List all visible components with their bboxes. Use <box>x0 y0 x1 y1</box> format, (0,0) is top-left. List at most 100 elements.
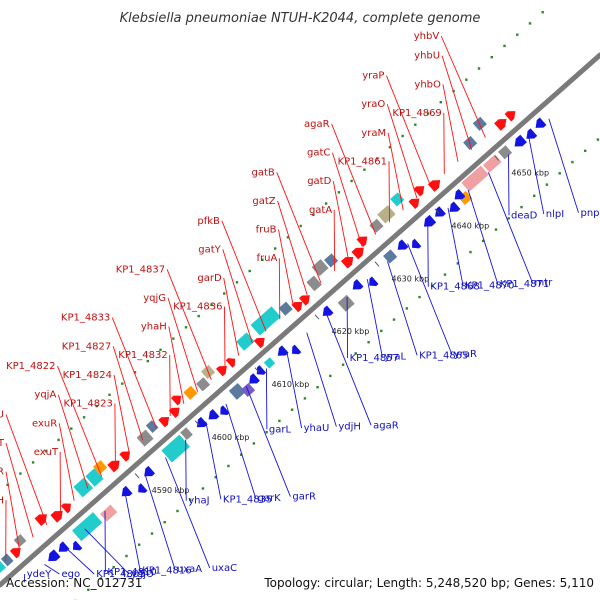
gc-dot <box>443 273 447 276</box>
gc-dot <box>316 386 319 389</box>
forward-gene-label: yhbU <box>414 51 440 62</box>
forward-gene-label: yraP <box>362 71 384 82</box>
leader-line <box>124 493 141 571</box>
leader-line <box>185 439 187 501</box>
leader-line <box>84 528 130 575</box>
gc-dot <box>87 588 90 591</box>
gc-dot <box>290 408 294 411</box>
kbp-tick <box>374 261 380 267</box>
leader-line <box>223 277 240 356</box>
forward-gene-label: gatY <box>198 244 221 255</box>
gc-dot <box>545 183 549 186</box>
leader-line <box>306 332 337 427</box>
forward-gene-label: yhbV <box>414 31 440 42</box>
gc-content-track <box>6 11 600 600</box>
gc-dot <box>388 146 392 149</box>
gc-dot <box>214 476 217 479</box>
leader-line <box>331 152 363 247</box>
leader-line <box>331 123 377 235</box>
reverse-gene-arrow <box>138 483 148 493</box>
kbp-tick-label: 4590 kbp <box>152 486 190 495</box>
forward-gene-label: gatZ <box>252 196 275 207</box>
leader-line <box>114 403 116 465</box>
forward-gene-label: gatB <box>252 167 275 178</box>
forward-gene-arrow <box>408 198 420 210</box>
gc-dot <box>146 359 149 363</box>
gc-dot <box>235 281 239 284</box>
forward-gene-arrow <box>253 337 265 349</box>
forward-gene-label: garD <box>197 273 222 284</box>
reverse-gene-arrow <box>277 345 289 356</box>
reverse-gene-label: KP1_4816 <box>142 566 191 577</box>
forward-gene-label: yqjA <box>34 390 56 401</box>
reverse-gene-label: agaR <box>373 420 399 431</box>
forward-feature-block <box>73 477 94 498</box>
leader-line <box>386 104 418 199</box>
reverse-gene-arrow <box>48 549 61 562</box>
gc-dot <box>248 269 251 273</box>
forward-gene-arrow <box>60 503 71 514</box>
reverse-gene-arrow <box>423 214 437 227</box>
reverse-gene-arrow <box>73 540 83 551</box>
leader-line <box>168 326 185 404</box>
forward-feature-block <box>463 135 478 151</box>
gc-dot <box>367 341 370 344</box>
reverse-gene-arrow <box>454 189 466 200</box>
gc-dot <box>520 205 523 209</box>
forward-gene-label: yqjG <box>143 293 166 304</box>
gc-dot <box>299 224 302 228</box>
reverse-gene-label: ydjH <box>338 422 361 433</box>
forward-gene-arrow <box>298 295 310 306</box>
leader-line <box>222 249 253 344</box>
gc-dot <box>184 326 188 329</box>
genome-backbone <box>0 52 600 588</box>
gc-dot <box>223 292 226 295</box>
kbp-tick-label: 4640 kbp <box>452 221 490 230</box>
leader-line <box>58 423 75 501</box>
gc-dot <box>337 191 341 194</box>
reverse-gene-arrow <box>435 206 446 217</box>
forward-gene-arrow <box>225 358 236 368</box>
forward-feature-block <box>183 385 198 400</box>
accession-label: Accession: NC_012731 <box>6 576 142 590</box>
reverse-gene-label: yraL <box>384 352 406 363</box>
leader-line <box>442 84 459 162</box>
gc-dot <box>70 427 73 430</box>
reverse-gene-arrow <box>196 416 208 428</box>
forward-gene-label: gatA <box>309 205 332 216</box>
reverse-gene-label: garK <box>258 493 282 504</box>
forward-gene-label: KP1_4869 <box>392 108 441 119</box>
leader-line <box>326 314 372 426</box>
reverse-gene-label: garL <box>269 424 292 435</box>
forward-gene-arrow <box>107 460 120 473</box>
reverse-gene-label: KP1_4870 <box>465 280 514 291</box>
kbp-tick <box>134 473 140 479</box>
forward-gene-label: yhaH <box>141 321 167 332</box>
map-title: Klebsiella pneumoniae NTUH-K2044, comple… <box>120 11 481 26</box>
leader-line <box>44 564 60 575</box>
gc-dot <box>439 101 442 104</box>
forward-gene-label: agaR <box>304 119 330 130</box>
leader-line <box>221 220 267 332</box>
leader-line <box>388 161 390 223</box>
reverse-gene-label: yhaU <box>304 423 330 434</box>
gc-dot <box>303 397 307 400</box>
forward-gene-arrow <box>119 451 131 462</box>
reverse-feature-block <box>263 357 276 369</box>
forward-gene-arrow <box>494 119 507 131</box>
gc-dot <box>401 134 404 138</box>
reverse-gene-label: garR <box>292 492 316 503</box>
gc-dot <box>350 179 353 183</box>
forward-gene-label: yraM <box>361 128 386 139</box>
leader-line <box>487 172 533 283</box>
leader-line <box>548 118 579 213</box>
gc-dot <box>528 22 532 25</box>
forward-feature-block <box>278 301 293 316</box>
forward-gene-arrow <box>158 416 170 428</box>
leader-line <box>265 368 268 430</box>
forward-feature-block <box>0 560 7 575</box>
reverse-feature-block <box>161 434 190 463</box>
leader-line <box>508 154 510 216</box>
gc-dot <box>201 487 205 490</box>
forward-gene-arrow <box>351 247 364 260</box>
